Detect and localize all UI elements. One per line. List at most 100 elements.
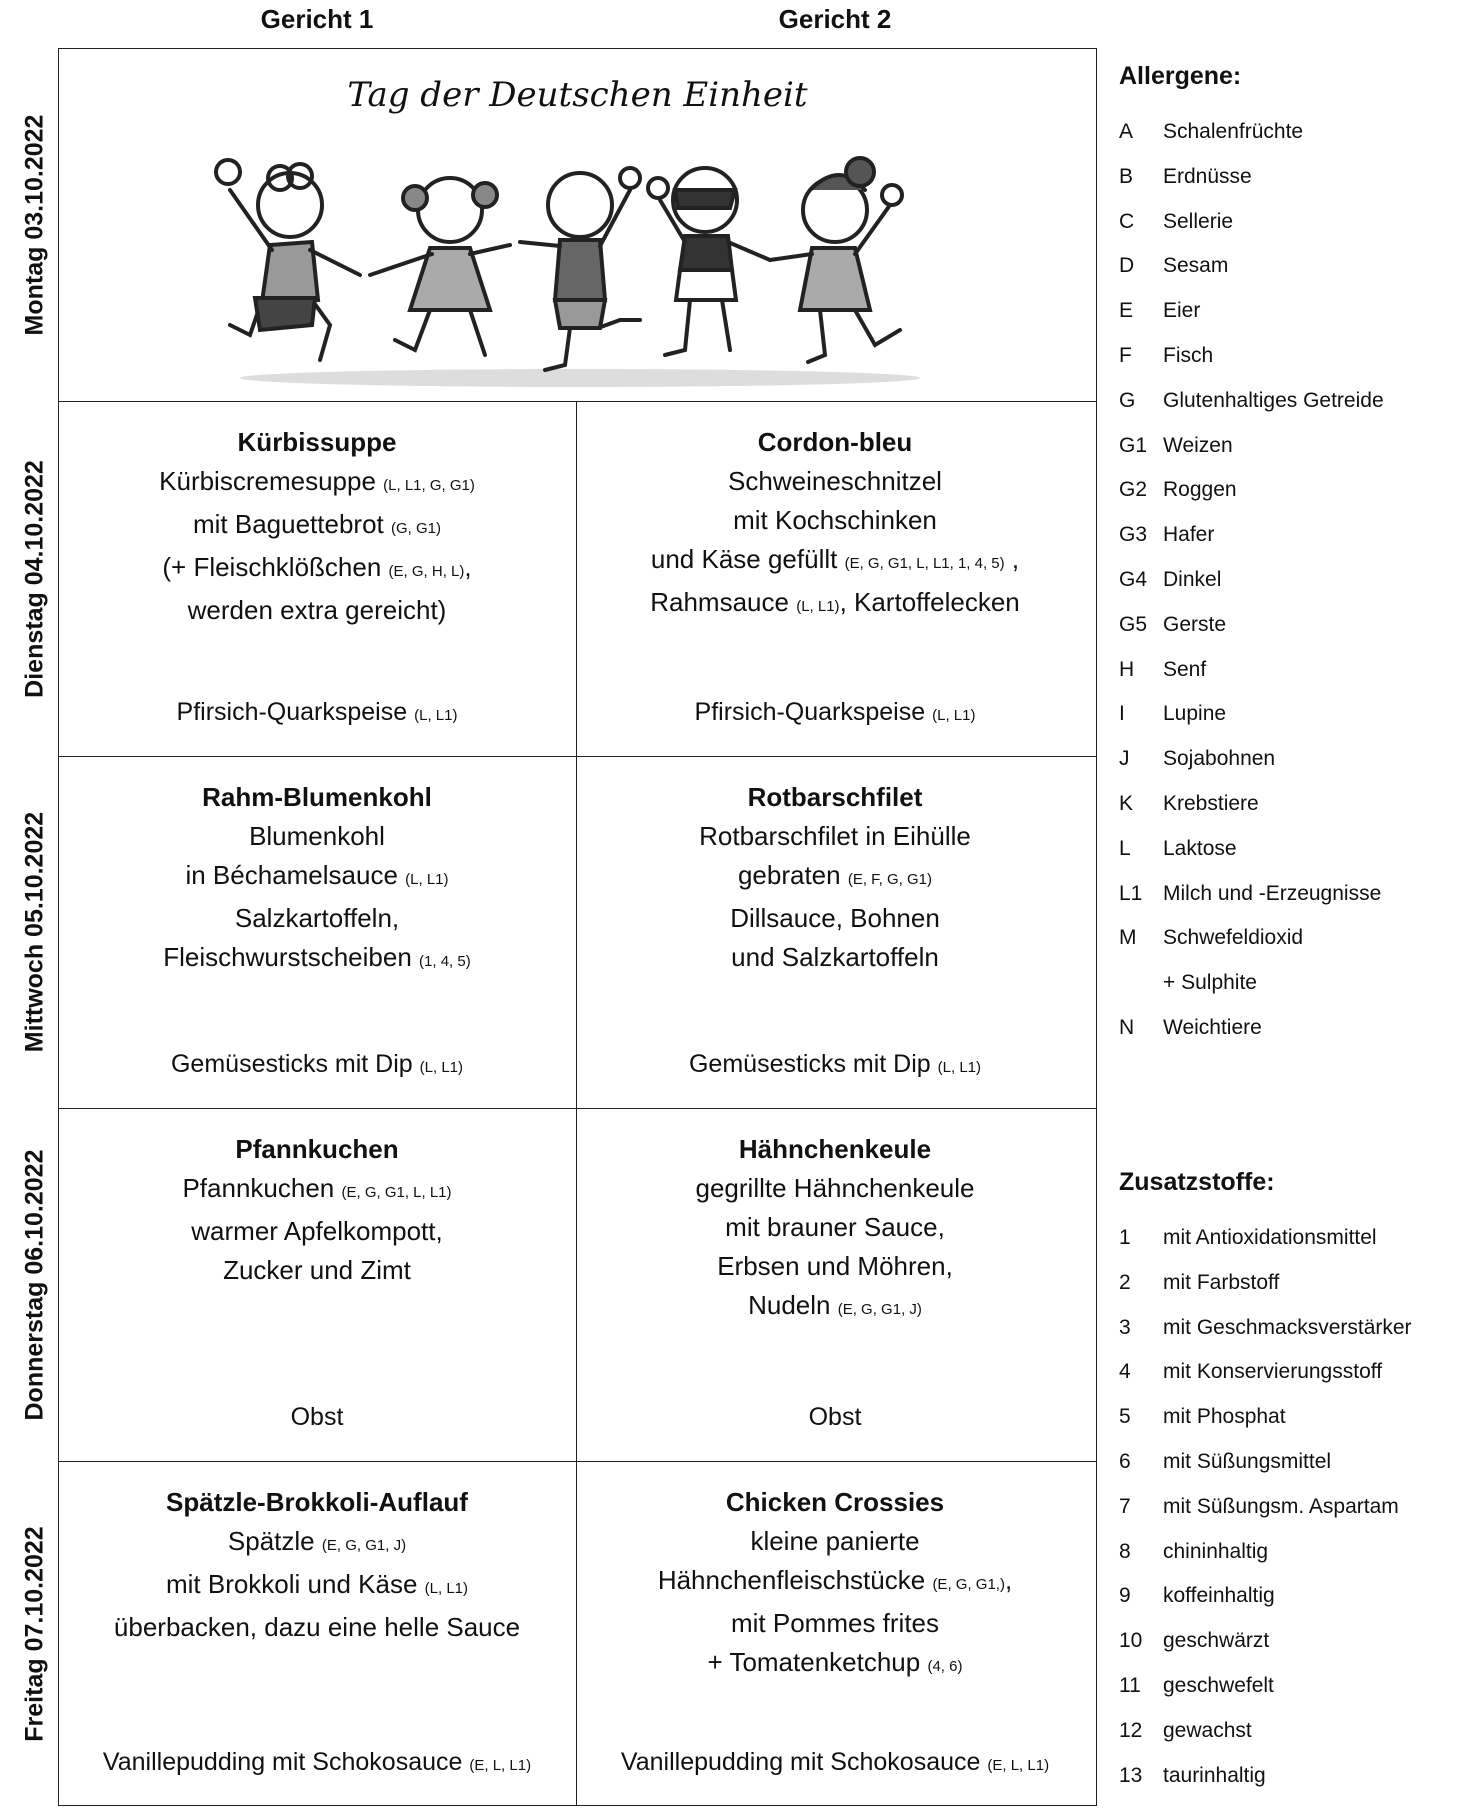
dish-line: mit Baguettebrot (G, G1) [58,505,576,548]
row-divider [58,756,1097,757]
legend-code: 3 [1119,1315,1131,1339]
legend-label: Milch und -Erzeugnisse [1163,881,1382,905]
legend-title: Allergene: [1119,62,1242,90]
allergen-note: (E, L, L1) [469,1757,532,1774]
dish-text: Pfannkuchen [182,1173,335,1203]
dessert: Pfirsich-Quarkspeise (L, L1) [576,698,1094,727]
dish-cell: Rotbarschfilet Rotbarschfilet in Eihülle g… [576,778,1094,977]
allergen-note: (E, G, G1, L, L1) [341,1184,452,1201]
allergen-note: (E, G, G1,) [932,1576,1005,1593]
allergen-note: (E, G, G1, L, L1, 1, 4, 5) [844,555,1005,572]
dish-text: Rotbarschfilet in Eihülle [699,821,971,851]
dish-text: gebraten [737,860,841,890]
dish-text: (+ Fleischklößchen [162,552,382,582]
dish-text: Vanillepudding mit Schokosauce [102,1748,463,1776]
dish-text: Pfirsich-Quarkspeise [694,698,926,726]
legend-label: mit Konservierungsstoff [1163,1360,1383,1384]
allergen-note: (E, G, G1, J) [837,1301,922,1318]
day-label: Freitag 07.10.2022 [20,1525,49,1742]
dish-line: gebraten (E, F, G, G1) [576,856,1094,899]
dish-line: Hähnchenfleischstücke (E, G, G1,), [576,1561,1094,1604]
legend-code: 6 [1119,1450,1131,1473]
dish-text: Salzkartoffeln, [234,903,400,933]
allergen-note: (L, L1) [932,707,976,724]
dish-text: Spätzle [227,1526,315,1556]
row-divider [58,401,1097,402]
legend-code: 4 [1119,1360,1131,1384]
legend-code: 13 [1119,1763,1143,1787]
legend-label: + Sulphite [1163,971,1257,995]
column-divider [576,401,577,1806]
legend-label: geschwefelt [1163,1674,1274,1697]
legend-code: I [1119,702,1125,726]
dish-line: Schweineschnitzel [576,462,1094,501]
allergen-note: (1, 4, 5) [419,953,471,970]
dish-text: Obst [290,1403,344,1431]
dish-cell: Rahm-Blumenkohl Blumenkohl in Béchamelsauc… [58,778,576,981]
dish-line: und Salzkartoffeln [576,938,1094,977]
dish-text: Gemüsesticks mit Dip [688,1050,931,1078]
legend-code: K [1119,792,1134,815]
dish-text: mit Kochschinken [733,505,937,535]
dish-line: mit Kochschinken [576,501,1094,540]
dish-text: und Käse gefüllt [650,544,838,574]
day-label: Dienstag 04.10.2022 [20,459,49,698]
dish-text: mit brauner Sauce, [725,1212,945,1242]
dessert: Gemüsesticks mit Dip (L, L1) [58,1050,576,1079]
legend-label: mit Antioxidationsmittel [1163,1226,1377,1249]
children-illustration [214,156,920,387]
legend-label: Weichtiere [1163,1016,1262,1039]
dish-line: in Béchamelsauce (L, L1) [58,856,576,899]
dish-text: mit Brokkoli und Käse [165,1569,418,1599]
legend-label: mit Süßungsm. Aspartam [1163,1494,1399,1518]
dish-line: werden extra gereicht) [58,591,576,630]
dish-title: Chicken Crossies [725,1487,945,1517]
dish-title: Rotbarschfilet [747,782,923,812]
day-label: Montag 03.10.2022 [20,114,49,335]
allergen-note: (E, F, G, G1) [847,871,933,888]
legend-label: mit Geschmacksverstärker [1163,1315,1412,1339]
dish-text: , [1004,544,1020,574]
allergen-note: (L, L1) [796,598,840,615]
allergen-note: (L, L1) [937,1059,982,1076]
dish-line: Dillsauce, Bohnen [576,899,1094,938]
dish-title: Pfannkuchen [235,1134,399,1164]
dish-line: Rotbarschfilet in Eihülle [576,817,1094,856]
dish-line: (+ Fleischklößchen (E, G, H, L), [58,548,576,591]
dessert: Obst [576,1403,1094,1432]
dish-text: und Salzkartoffeln [731,942,939,972]
legend-title: Zusatzstoffe: [1119,1168,1275,1196]
dish-cell: Spätzle-Brokkoli-Auflauf Spätzle (E, G, G… [58,1483,576,1647]
dish-line: Zucker und Zimt [58,1251,576,1290]
legend-label: Senf [1163,657,1207,681]
dish-text: gegrillte Hähnchenkeule [695,1173,975,1203]
allergen-note: (E, G, G1, J) [321,1537,407,1554]
dish-line: Erbsen und Möhren, [576,1247,1094,1286]
dish-line: Spätzle (E, G, G1, J) [58,1522,576,1565]
dish-text: Vanillepudding mit Schokosauce [620,1748,981,1776]
legend-label: Eier [1163,299,1201,323]
dish-line: mit Brokkoli und Käse (L, L1) [58,1565,576,1608]
dish-line: Rahmsauce (L, L1), Kartoffelecken [576,583,1094,626]
dish-text: + Tomatenketchup [707,1647,921,1677]
allergen-note: (G, G1) [391,520,442,537]
dish-cell: Hähnchenkeule gegrillte Hähnchenkeule mit … [576,1130,1094,1329]
legend-code: 9 [1119,1584,1131,1608]
holiday-title: Tag der Deutschen Einheit [347,75,808,115]
legend-code: C [1119,209,1135,233]
dish-text: Nudeln [748,1290,831,1320]
day-label: Donnerstag 06.10.2022 [20,1149,49,1420]
legend-label: Fisch [1163,344,1214,367]
menu-table [58,48,1097,1806]
legend-label: Lupine [1163,702,1227,726]
column-header: Gericht 1 [260,4,374,34]
dish-text: Fleischwurstscheiben [163,942,412,972]
legend-label: Glutenhaltiges Getreide [1163,388,1384,412]
legend-label: mit Farbstoff [1163,1270,1280,1294]
allergen-note: (L, L1, G, G1) [383,477,475,494]
dish-text: Hähnchenfleischstücke [657,1565,926,1595]
dish-text: Kürbiscremesuppe [159,466,376,496]
legend-code: L [1119,836,1131,860]
dessert: Pfirsich-Quarkspeise (L, L1) [58,698,576,727]
